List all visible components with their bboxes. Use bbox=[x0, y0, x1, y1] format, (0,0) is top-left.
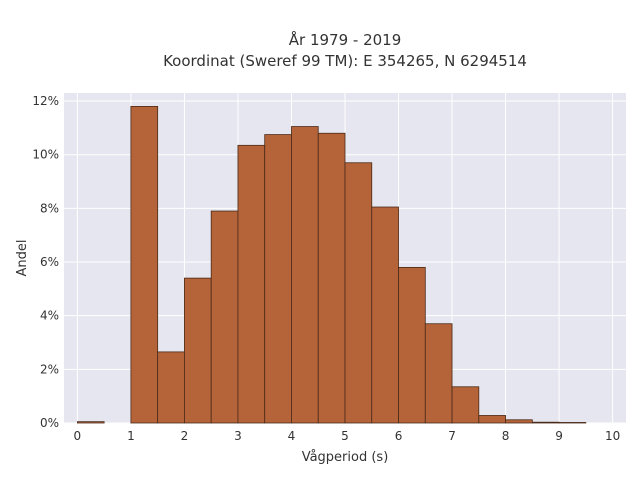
histogram-bar-18 bbox=[558, 422, 587, 424]
x-tick-label: 5 bbox=[341, 429, 349, 443]
histogram-bar-2 bbox=[130, 106, 159, 424]
histogram-bar-12 bbox=[398, 266, 426, 424]
x-tick-label: 7 bbox=[448, 429, 456, 443]
x-tick-label: 0 bbox=[74, 429, 82, 443]
x-tick-label: 9 bbox=[555, 429, 563, 443]
histogram-bar-7 bbox=[264, 134, 292, 424]
x-tick-label: 6 bbox=[395, 429, 403, 443]
x-tick-labels: 0 1 2 3 4 5 6 7 8 9 10 bbox=[74, 429, 621, 443]
histogram-bar-6 bbox=[237, 144, 266, 424]
y-tick-label: 12% bbox=[32, 94, 59, 108]
chart-title-line-2: Koordinat (Sweref 99 TM): E 354265, N 62… bbox=[163, 52, 527, 70]
x-tick-label: 1 bbox=[127, 429, 135, 443]
histogram-bar-11 bbox=[371, 206, 399, 424]
x-tick-label: 2 bbox=[181, 429, 189, 443]
histogram-bar-0 bbox=[76, 421, 105, 424]
y-tick-label: 10% bbox=[32, 148, 59, 162]
bars bbox=[76, 106, 587, 424]
y-tick-labels: 0% 2% 4% 6% 8% 10% 12% bbox=[32, 94, 59, 430]
histogram-bar-13 bbox=[424, 323, 453, 424]
histogram-bar-15 bbox=[478, 415, 506, 424]
histogram-bar-17 bbox=[531, 421, 560, 424]
y-tick-label: 8% bbox=[40, 201, 59, 215]
x-tick-label: 8 bbox=[502, 429, 510, 443]
y-tick-label: 4% bbox=[40, 309, 59, 323]
histogram-bar-8 bbox=[291, 126, 319, 424]
y-axis-title: Andel bbox=[15, 240, 30, 277]
x-axis-title: Vågperiod (s) bbox=[302, 450, 389, 465]
x-tick-label: 4 bbox=[288, 429, 296, 443]
histogram-bar-3 bbox=[157, 351, 185, 424]
y-tick-label: 6% bbox=[40, 255, 59, 269]
histogram-bar-14 bbox=[451, 386, 480, 424]
y-tick-label: 2% bbox=[40, 362, 59, 376]
y-tick-label: 0% bbox=[40, 416, 59, 430]
histogram-bar-5 bbox=[210, 210, 239, 424]
chart-title-line-1: År 1979 - 2019 bbox=[289, 30, 402, 49]
histogram-bar-9 bbox=[317, 132, 346, 424]
histogram-bar-16 bbox=[505, 419, 533, 424]
histogram-bar-4 bbox=[184, 277, 212, 424]
x-tick-label: 3 bbox=[234, 429, 242, 443]
histogram-bar-10 bbox=[344, 162, 373, 424]
x-tick-label: 10 bbox=[605, 429, 620, 443]
